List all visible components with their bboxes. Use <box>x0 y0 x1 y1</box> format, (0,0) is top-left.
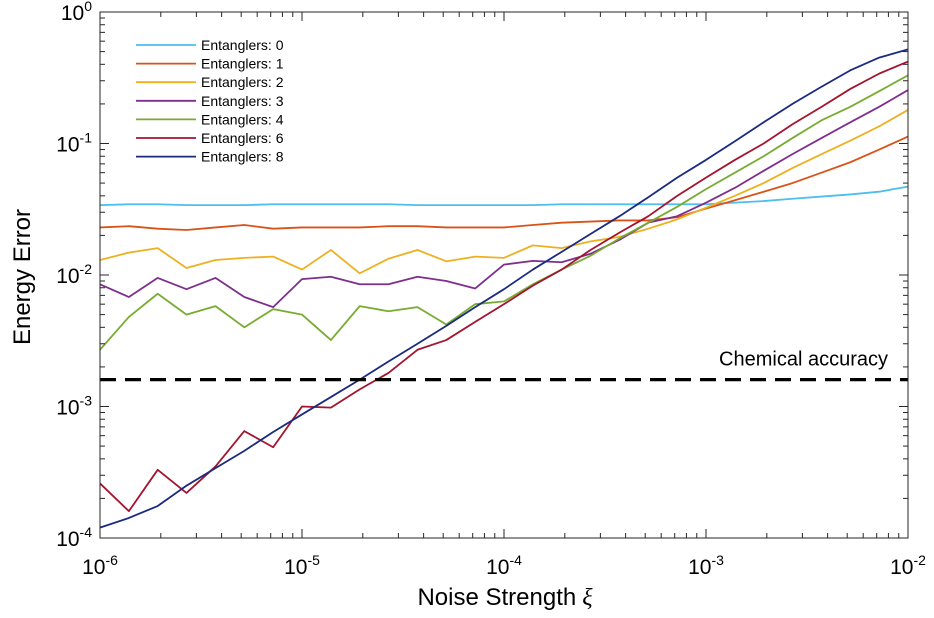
x-tick-label-0: 10-6 <box>82 552 118 579</box>
y-tick-label-1: 10-3 <box>56 393 92 420</box>
legend-label-1: Entanglers: 1 <box>201 56 284 72</box>
legend-label-0: Entanglers: 0 <box>201 37 284 53</box>
series-line-3 <box>99 89 909 309</box>
legend-label-5: Entanglers: 6 <box>201 130 284 146</box>
axes-group: 10-6 10-5 10-4 10-3 10-2 10-4 10-3 10-2 10-1 100 <box>56 0 926 579</box>
series-line-2 <box>99 109 909 275</box>
x-tick-label-2: 10-4 <box>486 552 522 579</box>
plot-background <box>100 12 908 538</box>
x-tick-label-3: 10-3 <box>688 552 724 579</box>
legend-label-4: Entanglers: 4 <box>201 111 284 127</box>
y-axis-title: Energy Error <box>9 209 36 345</box>
y-tick-label-2: 10-2 <box>56 261 92 288</box>
legend-label-2: Entanglers: 2 <box>201 74 284 90</box>
legend-label-3: Entanglers: 3 <box>201 93 284 109</box>
legend: Entanglers: 0 Entanglers: 1 Entanglers: 2 E… <box>136 37 284 165</box>
chemical-accuracy-label: Chemical accuracy <box>719 349 888 371</box>
y-tick-label-0: 10-4 <box>56 524 92 551</box>
series-line-4 <box>99 74 909 351</box>
series-group <box>99 48 909 529</box>
series-line-0 <box>99 185 909 207</box>
x-tick-label-4: 10-2 <box>890 552 926 579</box>
reference-line-group: Chemical accuracy <box>100 349 908 382</box>
series-line-6 <box>99 48 909 529</box>
y-tick-label-3: 10-1 <box>56 130 92 157</box>
y-tick-label-4: 100 <box>61 0 92 25</box>
plot-area <box>100 12 908 538</box>
x-tick-label-1: 10-5 <box>284 552 320 579</box>
legend-label-6: Entanglers: 8 <box>201 149 284 165</box>
x-axis-title: Noise Strength ξ <box>417 584 593 611</box>
series-line-1 <box>99 135 909 231</box>
x-axis-title-symbol: ξ <box>582 585 593 611</box>
x-axis-title-text: Noise Strength <box>417 584 576 611</box>
series-line-5 <box>99 60 909 513</box>
